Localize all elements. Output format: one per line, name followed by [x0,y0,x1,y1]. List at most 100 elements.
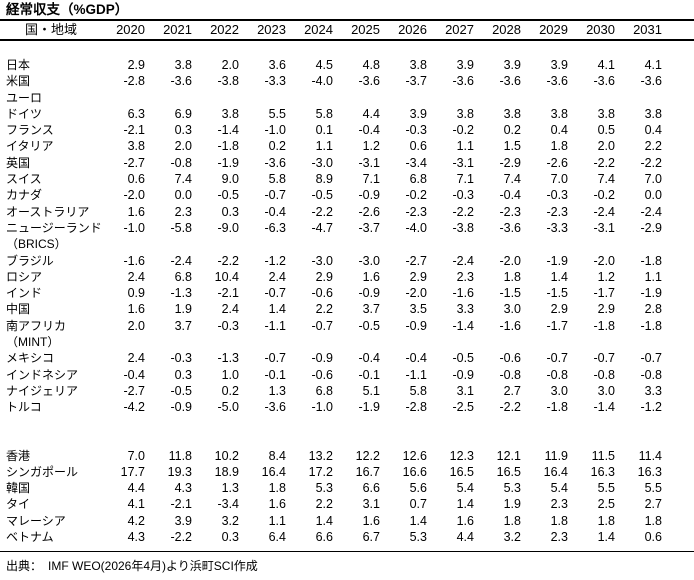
value-cell: 2.4 [268,269,286,284]
filler-cell [666,73,694,89]
value-cell [619,90,666,106]
filler-cell [666,269,694,285]
value-cell: 3.8 [550,106,568,121]
header-year: 2030 [572,21,619,41]
value-cell: -2.3 [546,204,568,219]
value-cell: 13.2 [308,448,333,463]
value-cell: 11.5 [591,448,615,463]
value-cell: 12.6 [402,448,427,463]
value-cell: 1.6 [268,497,286,512]
value-cell: 1.3 [221,481,239,496]
value-cell: -2.1 [123,123,145,138]
value-cell: -2.7 [123,155,145,170]
value-cell: -0.9 [358,188,380,203]
value-cell: 1.1 [644,269,662,284]
value-cell: -2.2 [452,204,474,219]
value-cell: -2.8 [123,74,145,89]
value-cell: 1.8 [550,139,568,154]
value-cell: -0.7 [311,318,333,333]
value-cell: -0.6 [311,367,333,382]
value-cell: -2.3 [499,204,521,219]
value-cell [619,236,666,252]
value-cell [102,90,149,106]
value-cell: -3.0 [311,155,333,170]
value-cell: -1.0 [264,123,286,138]
header-year: 2022 [196,21,243,41]
value-cell: 1.4 [597,530,615,545]
value-cell: 8.9 [315,172,333,187]
value-cell [478,90,525,106]
value-cell: -1.9 [640,286,662,301]
value-cell: -3.6 [358,74,380,89]
value-cell: -0.8 [593,367,615,382]
value-cell: -0.4 [405,351,427,366]
value-cell: 5.3 [409,530,427,545]
value-cell: -0.3 [170,351,192,366]
value-cell [337,236,384,252]
value-cell: -2.2 [640,155,662,170]
filler-cell [666,155,694,171]
value-cell: -2.9 [499,155,521,170]
value-cell: 1.8 [644,513,662,528]
value-cell: -0.4 [123,367,145,382]
page-title: 経常収支（%GDP） [6,2,129,17]
value-cell: 3.8 [127,139,145,154]
value-cell [337,334,384,350]
value-cell: 4.4 [362,106,380,121]
value-cell: 1.4 [550,269,568,284]
filler-cell [666,399,694,415]
value-cell: 12.1 [496,448,521,463]
value-cell: 7.0 [127,448,145,463]
value-cell: 3.8 [221,106,239,121]
value-cell: 3.9 [503,58,521,72]
value-cell: -3.6 [546,74,568,89]
value-cell: 2.3 [456,269,474,284]
value-cell: -0.8 [640,367,662,382]
value-cell: 0.4 [550,123,568,138]
filler-cell [666,220,694,236]
value-cell [384,90,431,106]
value-cell [431,334,478,350]
value-cell: 7.4 [597,172,615,187]
footer-rule [0,551,694,553]
value-cell: 5.8 [409,383,427,398]
filler-cell [666,367,694,383]
source-note: 出典： IMF WEO(2026年4月)より浜町SCI作成 [6,559,258,574]
value-cell: 5.4 [550,481,568,496]
filler-cell [666,529,694,545]
value-cell: -0.3 [452,188,474,203]
value-cell: -1.5 [499,286,521,301]
value-cell: -2.2 [217,253,239,268]
filler-cell [666,301,694,317]
filler-cell [666,513,694,529]
row-label: 韓国 [6,481,31,496]
value-cell: 16.5 [449,464,474,479]
value-cell: -1.4 [217,123,239,138]
value-cell: 11.8 [168,448,192,463]
filler-cell [666,334,694,350]
value-cell: 4.8 [362,58,380,72]
value-cell: 6.3 [127,106,145,121]
value-cell: 1.8 [597,513,615,528]
value-cell: 4.4 [456,530,474,545]
table-row: マレーシア 4.2 3.9 3.2 1.1 1.4 1.6 1.4 1.6 1.8 1.8 1.8 1.… [0,513,694,529]
table-row: インドネシア -0.4 0.3 1.0 -0.1 -0.6 -0.1 -1.1 -0.9 -0.8… [0,367,694,383]
value-cell: -3.4 [405,155,427,170]
header-row: 国・地域 2020 2021 2022 2023 2024 2025 2026 … [0,21,694,41]
value-cell: 3.8 [174,58,192,72]
value-cell [102,334,149,350]
value-cell: -1.8 [640,318,662,333]
header-year: 2027 [431,21,478,41]
value-cell [243,334,290,350]
value-cell: 4.1 [597,58,615,72]
value-cell: -3.6 [264,400,286,415]
row-label: オーストラリア [6,204,90,219]
value-cell: -4.0 [311,74,333,89]
row-label: ブラジル [6,253,54,268]
table-row: カナダ -2.0 0.0 -0.5 -0.7 -0.5 -0.9 -0.2 -0.3 -0.4 -0… [0,187,694,203]
value-cell: 12.2 [355,448,380,463]
row-label: ベトナム [6,530,54,545]
value-cell: 1.8 [503,513,521,528]
row-label: （MINT） [6,335,60,350]
value-cell: -2.1 [170,497,192,512]
